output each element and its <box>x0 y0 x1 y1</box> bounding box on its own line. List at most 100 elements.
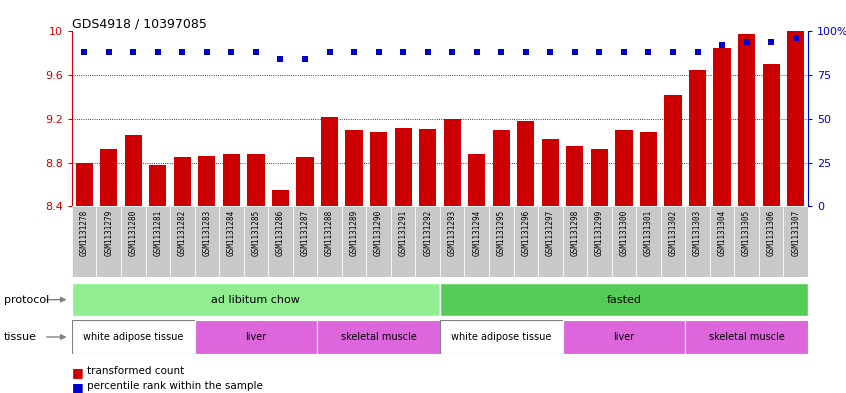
Text: skeletal muscle: skeletal muscle <box>709 332 784 342</box>
Bar <box>615 130 633 206</box>
Bar <box>198 156 216 206</box>
Point <box>126 49 140 55</box>
Bar <box>566 146 584 206</box>
Bar <box>759 206 783 277</box>
Point <box>568 49 581 55</box>
Bar <box>517 121 535 206</box>
Text: GSM1131301: GSM1131301 <box>644 210 653 256</box>
Bar <box>710 206 734 277</box>
Point <box>788 35 802 42</box>
Text: GSM1131297: GSM1131297 <box>546 210 555 256</box>
Bar <box>296 157 314 206</box>
Point <box>224 49 239 55</box>
Bar <box>391 206 415 277</box>
Text: GSM1131291: GSM1131291 <box>398 210 408 256</box>
Bar <box>612 206 636 277</box>
Text: GSM1131289: GSM1131289 <box>349 210 359 256</box>
Bar <box>219 206 244 277</box>
Bar <box>72 283 440 316</box>
Text: GSM1131303: GSM1131303 <box>693 210 702 256</box>
Point <box>543 49 557 55</box>
Point <box>494 49 508 55</box>
Bar <box>563 206 587 277</box>
Bar <box>783 206 808 277</box>
Point <box>151 49 164 55</box>
Bar <box>587 206 612 277</box>
Text: ■: ■ <box>72 366 84 379</box>
Bar <box>640 132 657 206</box>
Text: fasted: fasted <box>607 295 641 305</box>
Bar <box>121 206 146 277</box>
Bar <box>195 206 219 277</box>
Text: GSM1131281: GSM1131281 <box>153 210 162 256</box>
Point <box>592 49 606 55</box>
Bar <box>75 163 93 206</box>
Bar <box>415 206 440 277</box>
Point <box>420 49 435 55</box>
Bar <box>244 206 268 277</box>
Text: GSM1131284: GSM1131284 <box>227 210 236 256</box>
Text: GSM1131290: GSM1131290 <box>374 210 383 256</box>
Bar <box>689 70 706 206</box>
Point <box>739 39 753 45</box>
Bar <box>170 206 195 277</box>
Bar <box>440 320 563 354</box>
Bar <box>72 206 96 277</box>
Bar <box>738 34 755 206</box>
Bar <box>100 149 118 206</box>
Text: transformed count: transformed count <box>87 366 184 376</box>
Text: GSM1131296: GSM1131296 <box>521 210 530 256</box>
Point <box>371 49 385 55</box>
Bar <box>293 206 317 277</box>
Bar <box>563 320 685 354</box>
Text: GSM1131299: GSM1131299 <box>595 210 604 256</box>
Bar <box>440 206 464 277</box>
Text: GSM1131295: GSM1131295 <box>497 210 506 256</box>
Point <box>175 49 189 55</box>
Text: skeletal muscle: skeletal muscle <box>341 332 416 342</box>
Bar <box>173 157 191 206</box>
Text: white adipose tissue: white adipose tissue <box>451 332 552 342</box>
Point <box>249 49 262 55</box>
Text: GSM1131278: GSM1131278 <box>80 210 89 256</box>
Text: GSM1131306: GSM1131306 <box>766 210 776 256</box>
Bar <box>146 206 170 277</box>
Point <box>764 39 777 45</box>
Bar <box>468 154 486 206</box>
Point <box>298 56 311 62</box>
Bar <box>685 320 808 354</box>
Bar <box>321 117 338 206</box>
Bar <box>394 128 412 206</box>
Bar <box>317 206 342 277</box>
Text: GSM1131283: GSM1131283 <box>202 210 212 256</box>
Bar <box>222 154 240 206</box>
Bar <box>419 129 437 206</box>
Bar <box>317 320 440 354</box>
Bar <box>247 154 265 206</box>
Text: GSM1131305: GSM1131305 <box>742 210 751 256</box>
Bar <box>272 190 289 206</box>
Bar <box>685 206 710 277</box>
Text: GSM1131279: GSM1131279 <box>104 210 113 256</box>
Bar <box>195 320 317 354</box>
Point <box>690 49 704 55</box>
Point <box>470 49 483 55</box>
Text: GDS4918 / 10397085: GDS4918 / 10397085 <box>72 18 206 31</box>
Point <box>666 49 679 55</box>
Text: tissue: tissue <box>4 332 37 342</box>
Text: GSM1131282: GSM1131282 <box>178 210 187 256</box>
Bar <box>734 206 759 277</box>
Bar <box>664 95 682 206</box>
Bar <box>713 48 731 206</box>
Text: GSM1131294: GSM1131294 <box>472 210 481 256</box>
Text: ad libitum chow: ad libitum chow <box>212 295 300 305</box>
Bar <box>464 206 489 277</box>
Bar <box>541 139 559 206</box>
Point <box>102 49 115 55</box>
Text: GSM1131285: GSM1131285 <box>251 210 261 256</box>
Text: GSM1131287: GSM1131287 <box>300 210 310 256</box>
Bar <box>514 206 538 277</box>
Text: GSM1131286: GSM1131286 <box>276 210 285 256</box>
Bar <box>661 206 685 277</box>
Bar <box>762 64 780 206</box>
